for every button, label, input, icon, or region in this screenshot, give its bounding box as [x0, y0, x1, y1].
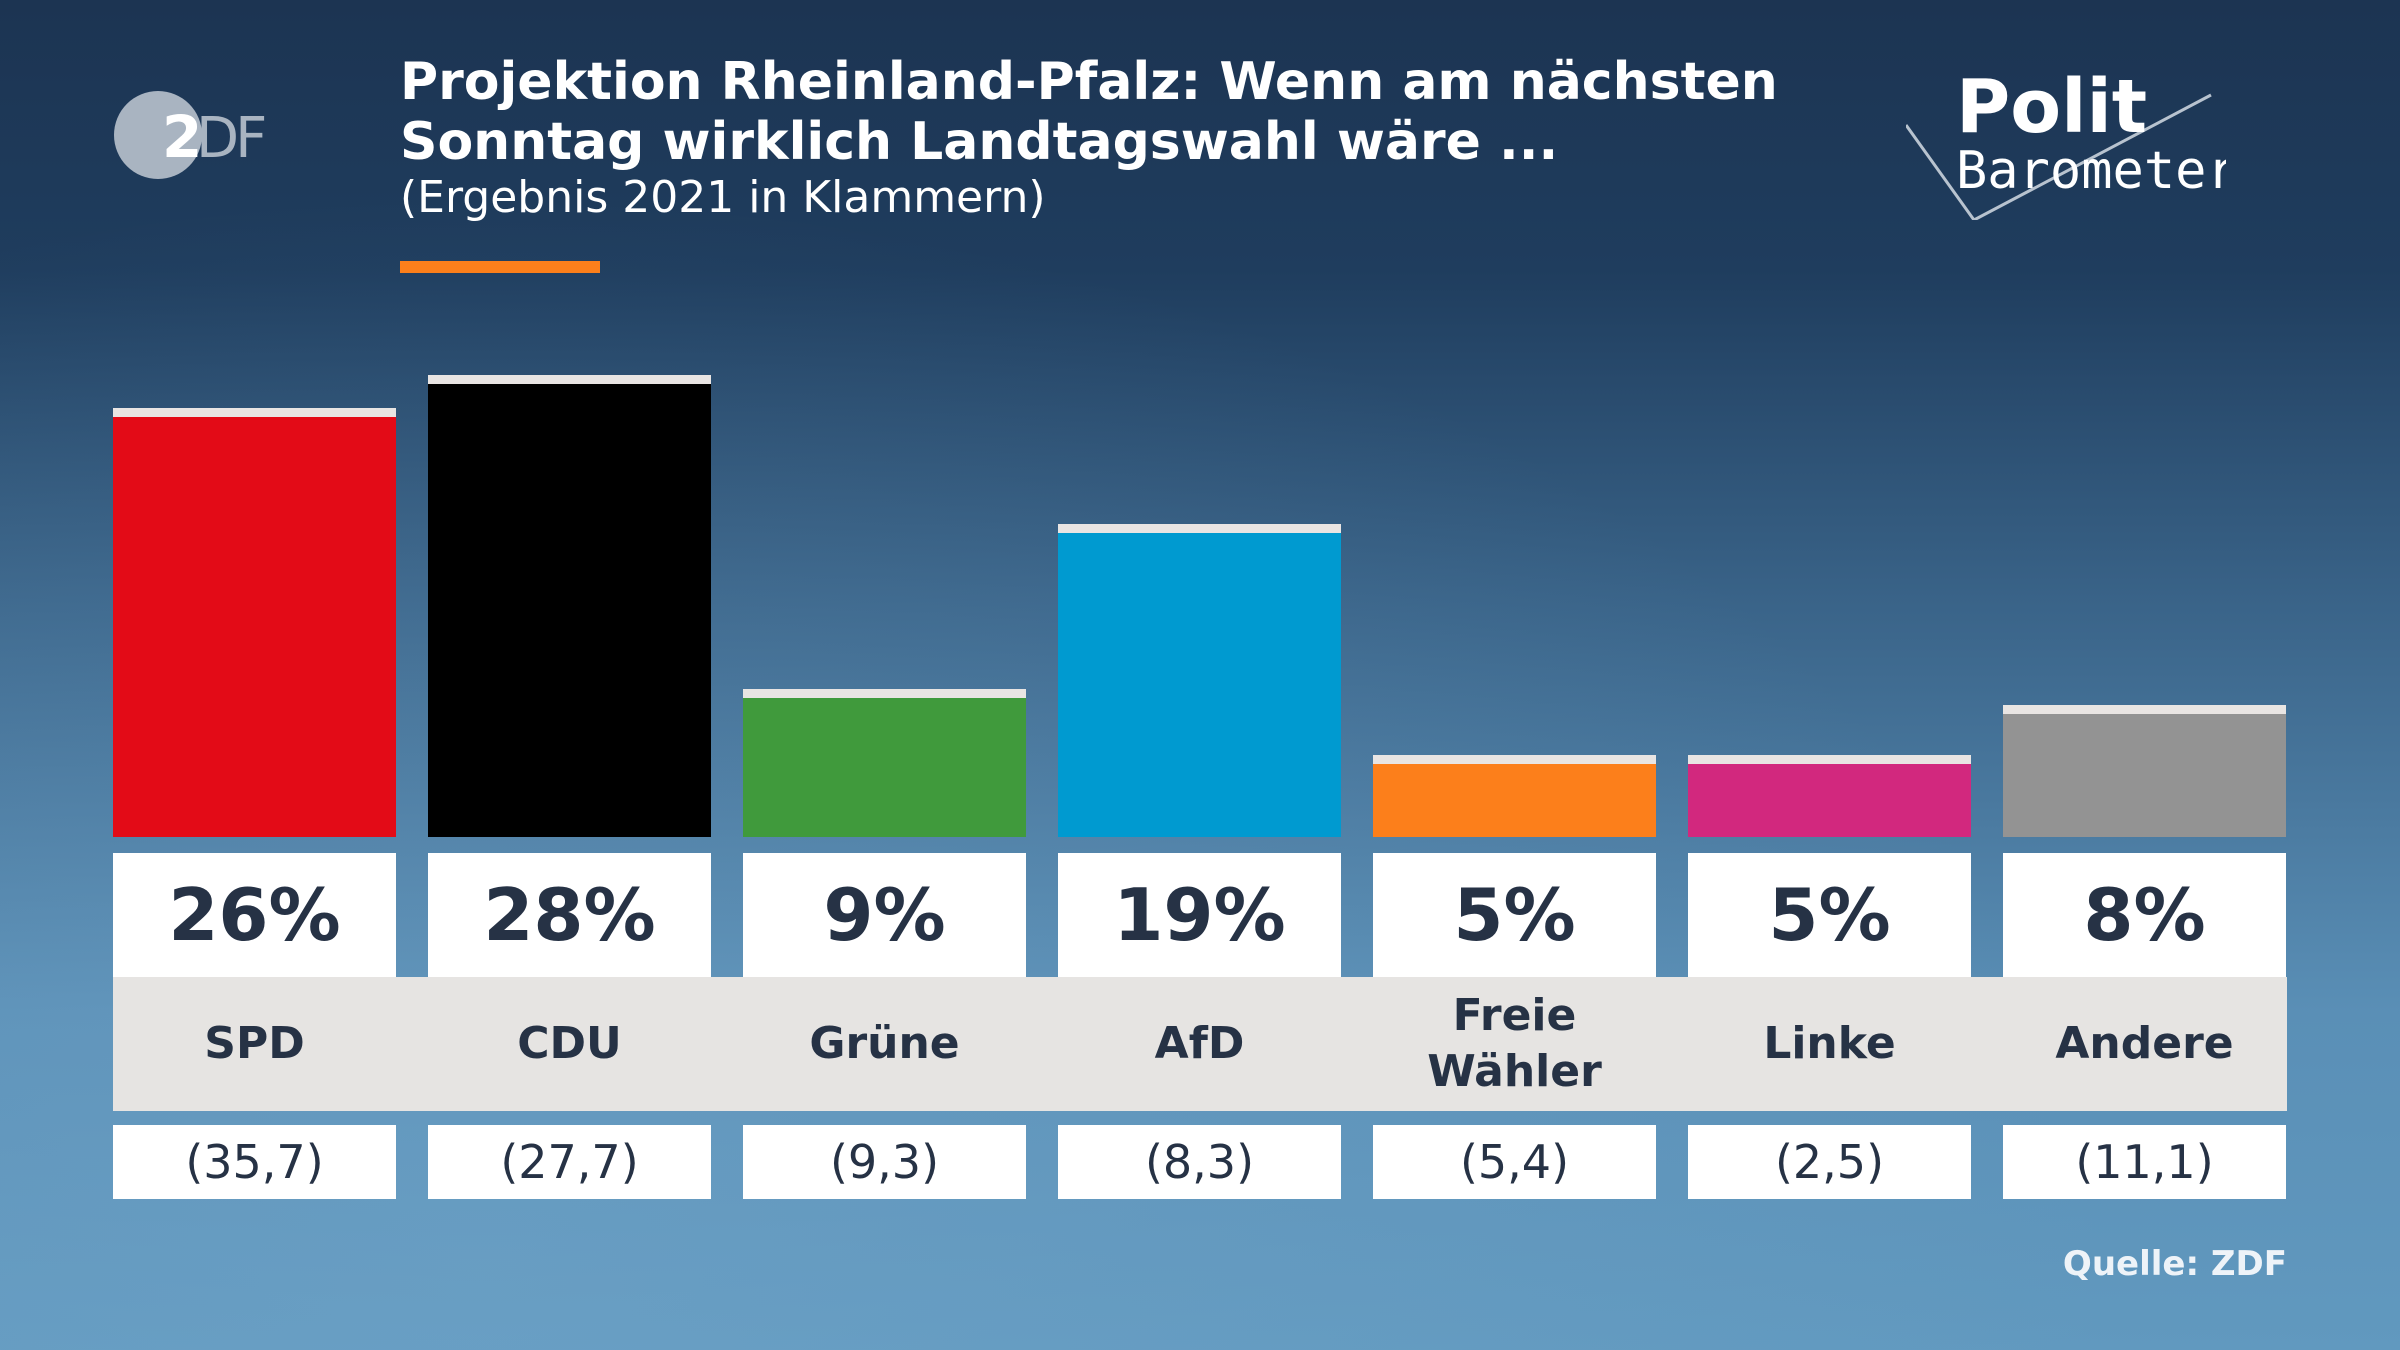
category-label: Andere [2055, 1018, 2234, 1069]
value-label: 8% [2003, 853, 2286, 977]
value-label: 28% [428, 853, 711, 977]
bar-4 [1373, 754, 1656, 837]
chart-title: Projektion Rheinland-Pfalz: Wenn am näch… [400, 52, 1778, 172]
svg-text:DF: DF [196, 106, 264, 171]
previous-result-label: (2,5) [1688, 1125, 1971, 1199]
previous-result-label: (5,4) [1373, 1125, 1656, 1199]
party-label-band [113, 977, 2287, 1111]
title-accent-bar [400, 261, 600, 273]
bar-0 [113, 408, 396, 837]
politbarometer-logo: Polit Barometer [1906, 70, 2226, 220]
bar-3 [1058, 523, 1341, 837]
previous-result-label: (9,3) [743, 1125, 1026, 1199]
value-label: 9% [743, 853, 1026, 977]
source-label: Quelle: ZDF [2062, 1244, 2287, 1284]
category-label: Linke [1763, 1018, 1896, 1069]
zdf-logo: 2 DF [114, 91, 268, 179]
value-label: 19% [1058, 853, 1341, 977]
value-label: 5% [1373, 853, 1656, 977]
category-label: SPD [204, 1018, 305, 1069]
previous-result-label: (27,7) [428, 1125, 711, 1199]
title-line-2: Sonntag wirklich Landtagswahl wäre ... [400, 112, 1559, 172]
previous-result-label: (35,7) [113, 1125, 396, 1199]
svg-text:Barometer: Barometer [1956, 141, 2226, 201]
category-label: Freie Wähler [1427, 990, 1602, 1097]
bar-2 [743, 688, 1026, 837]
chart-subtitle: (Ergebnis 2021 in Klammern) [400, 172, 1046, 223]
bar-5 [1688, 754, 1971, 837]
category-label: Grüne [809, 1018, 960, 1069]
value-label: 26% [113, 853, 396, 977]
title-line-1: Projektion Rheinland-Pfalz: Wenn am näch… [400, 52, 1778, 112]
previous-result-label: (11,1) [2003, 1125, 2286, 1199]
category-label: CDU [517, 1018, 622, 1069]
category-label: AfD [1154, 1018, 1245, 1069]
previous-result-label: (8,3) [1058, 1125, 1341, 1199]
svg-text:2: 2 [162, 103, 198, 171]
value-label: 5% [1688, 853, 1971, 977]
svg-text:Polit: Polit [1956, 70, 2147, 150]
bar-6 [2003, 705, 2286, 837]
bar-1 [428, 375, 711, 837]
